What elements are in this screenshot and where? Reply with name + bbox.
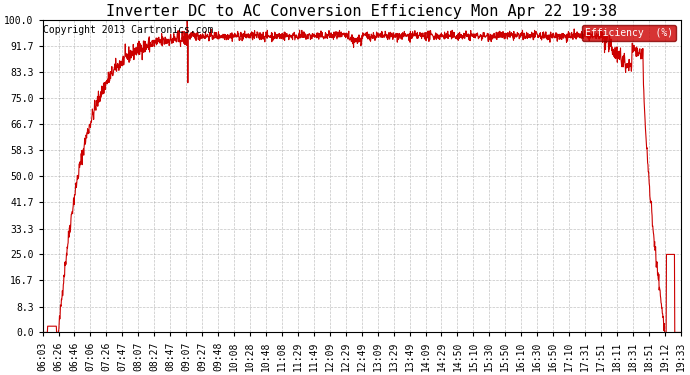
Title: Inverter DC to AC Conversion Efficiency Mon Apr 22 19:38: Inverter DC to AC Conversion Efficiency … [106, 4, 617, 19]
Legend: Efficiency  (%): Efficiency (%) [582, 25, 676, 41]
Text: Copyright 2013 Cartronics.com: Copyright 2013 Cartronics.com [43, 25, 214, 35]
